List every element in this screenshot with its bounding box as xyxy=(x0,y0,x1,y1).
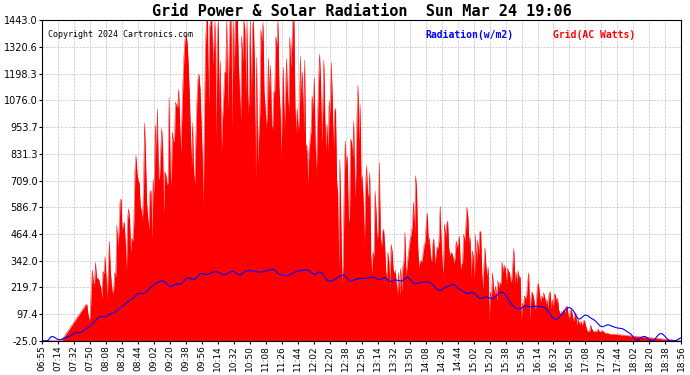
Text: Grid(AC Watts): Grid(AC Watts) xyxy=(553,30,635,40)
Title: Grid Power & Solar Radiation  Sun Mar 24 19:06: Grid Power & Solar Radiation Sun Mar 24 … xyxy=(152,4,571,19)
Text: Radiation(w/m2): Radiation(w/m2) xyxy=(426,30,514,40)
Text: Copyright 2024 Cartronics.com: Copyright 2024 Cartronics.com xyxy=(48,30,193,39)
